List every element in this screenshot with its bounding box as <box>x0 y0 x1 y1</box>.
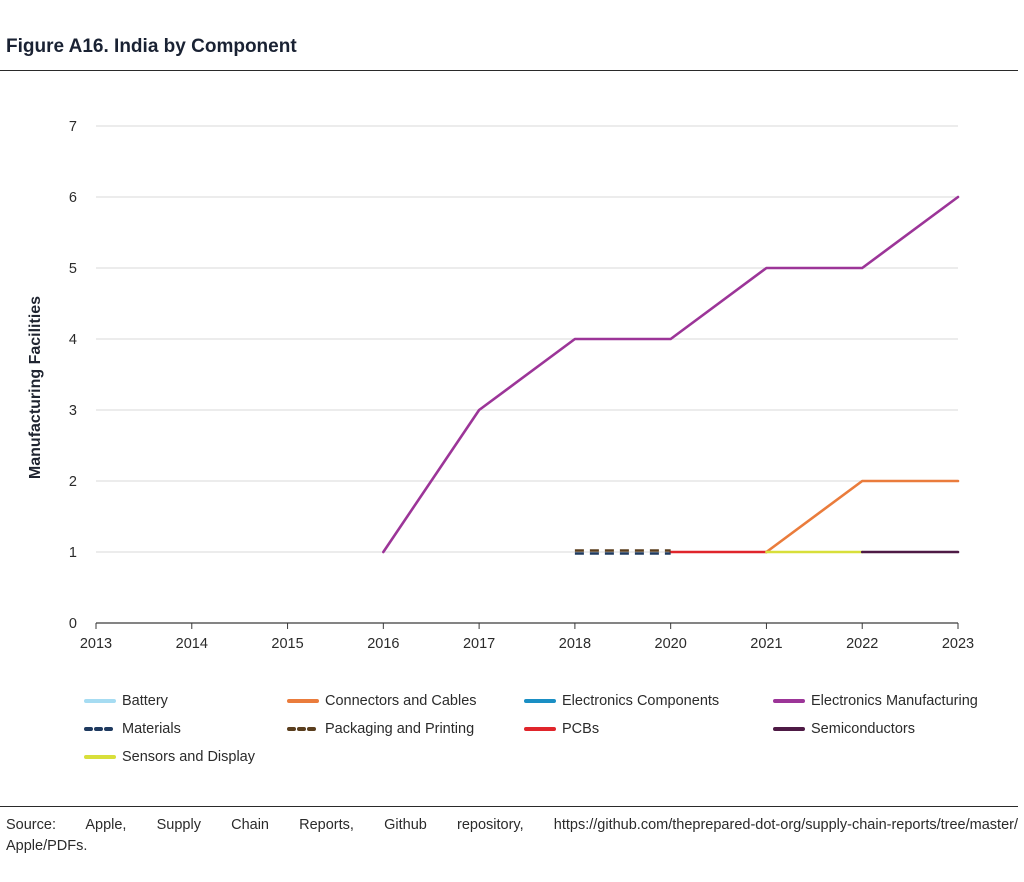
legend-label: Battery <box>122 693 168 709</box>
x-tick-label: 2016 <box>367 636 399 652</box>
legend-swatch <box>524 699 556 703</box>
source-divider <box>0 806 1018 807</box>
legend-label: Connectors and Cables <box>325 693 477 709</box>
y-tick-label: 4 <box>69 332 77 348</box>
legend-label: PCBs <box>562 721 600 737</box>
gridlines <box>96 125 958 624</box>
legend-swatch <box>84 727 116 731</box>
legend-label: Materials <box>122 721 181 737</box>
legend-label: Packaging and Printing <box>325 721 475 737</box>
y-tick-label: 6 <box>69 190 77 206</box>
chart-legend: Battery Connectors and Cables Electronics … <box>0 690 1024 780</box>
y-tick-label: 7 <box>69 119 77 135</box>
series-line-connectors-and-cables <box>765 479 960 554</box>
x-tick-label: 2017 <box>463 636 495 652</box>
legend-item-semiconductors: Semiconductors <box>773 721 915 737</box>
legend-swatch <box>773 727 805 731</box>
y-tick-label: 5 <box>69 261 77 277</box>
legend-swatch <box>524 727 556 731</box>
legend-item-materials: Materials <box>84 721 181 737</box>
legend-item-pcbs: PCBs <box>524 721 599 737</box>
legend-swatch <box>287 699 319 703</box>
x-tick-label: 2013 <box>80 636 112 652</box>
legend-label: Electronics Components <box>562 693 720 709</box>
legend-swatch <box>84 699 116 703</box>
y-tick-label: 0 <box>69 616 77 632</box>
series-lines <box>382 195 960 555</box>
legend-item-electronics-manufacturing: Electronics Manufacturing <box>773 693 978 709</box>
x-tick-label: 2015 <box>271 636 303 652</box>
legend-swatch <box>773 699 805 703</box>
legend-label: Sensors and Display <box>122 749 255 765</box>
source-line-1: Source: Apple, Supply Chain Reports, Git… <box>6 817 1018 833</box>
legend-item-packaging-and-printing: Packaging and Printing <box>287 721 474 737</box>
x-tick-labels: 2013 2014 2015 2016 2017 2018 2020 2021 2022 2023 <box>80 623 974 652</box>
legend-item-sensors-and-display: Sensors and Display <box>84 749 255 765</box>
legend-item-electronics-components: Electronics Components <box>524 693 719 709</box>
x-tick-label: 2021 <box>750 636 782 652</box>
x-tick-label: 2020 <box>655 636 687 652</box>
x-tick-label: 2014 <box>176 636 208 652</box>
legend-label: Electronics Manufacturing <box>811 693 978 709</box>
series-line-electronics-manufacturing <box>382 195 960 554</box>
y-tick-label: 1 <box>69 545 77 561</box>
y-tick-labels: 0 1 2 3 4 5 6 7 <box>69 119 77 632</box>
y-axis-label: Manufacturing Facilities <box>27 296 44 479</box>
x-tick-label: 2018 <box>559 636 591 652</box>
title-divider <box>0 70 1018 71</box>
source-line-2: Apple/PDFs. <box>6 838 88 854</box>
source-note: Source: Apple, Supply Chain Reports, Git… <box>6 815 1018 857</box>
legend-item-connectors-and-cables: Connectors and Cables <box>287 693 477 709</box>
y-tick-label: 2 <box>69 474 77 490</box>
line-chart: 0 1 2 3 4 5 6 7 2013 2014 2015 2016 2017 2018 2020 202… <box>27 119 974 652</box>
figure-title: Figure A16. India by Component <box>6 36 297 57</box>
legend-item-battery: Battery <box>84 693 168 709</box>
x-tick-label: 2023 <box>942 636 974 652</box>
x-tick-label: 2022 <box>846 636 878 652</box>
legend-swatch <box>287 727 319 731</box>
legend-label: Semiconductors <box>811 721 915 737</box>
y-tick-label: 3 <box>69 403 77 419</box>
legend-swatch <box>84 755 116 759</box>
